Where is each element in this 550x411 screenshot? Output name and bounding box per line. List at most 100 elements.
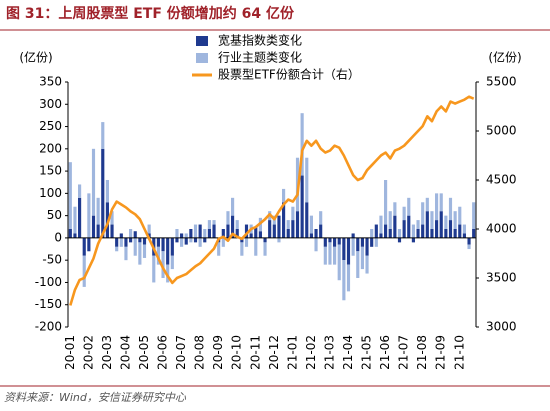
bar — [96, 224, 100, 238]
bar — [425, 211, 429, 238]
bar — [282, 202, 286, 238]
bar — [397, 229, 402, 238]
x-tick-label: 21-04 — [341, 335, 355, 370]
bar — [374, 224, 378, 238]
bar — [203, 237, 207, 243]
y-tick-label: -50 — [42, 253, 62, 267]
bar — [328, 237, 332, 243]
x-tick-label: 20-12 — [267, 335, 281, 370]
bar — [78, 184, 82, 198]
bar — [323, 246, 327, 265]
y-tick-label: -200 — [35, 320, 62, 334]
bar — [268, 220, 272, 238]
bar — [286, 220, 290, 229]
bar — [421, 224, 425, 238]
bar — [198, 237, 202, 247]
bar — [393, 202, 397, 216]
bar — [444, 215, 448, 229]
bar — [411, 224, 415, 238]
y2-tick-label: 3500 — [486, 271, 517, 285]
legend-swatch — [196, 36, 208, 46]
bar — [448, 197, 453, 221]
x-tick-label: 20-08 — [193, 335, 207, 370]
bar — [249, 233, 253, 238]
bar — [333, 237, 337, 247]
x-tick-label: 21-10 — [452, 335, 466, 370]
bar — [115, 237, 119, 247]
bar — [156, 237, 160, 247]
bar — [388, 211, 392, 229]
bar — [82, 237, 86, 256]
bar — [254, 226, 258, 238]
y-tick-label: 250 — [39, 119, 62, 133]
bar — [231, 215, 235, 238]
y2-tick-label: 5500 — [486, 75, 517, 89]
bar — [346, 237, 351, 265]
bar — [203, 229, 207, 238]
x-tick-label: 20-07 — [174, 335, 188, 370]
x-tick-label: 20-11 — [248, 335, 262, 370]
bar — [309, 215, 313, 234]
bar — [254, 237, 258, 256]
bar — [226, 224, 230, 238]
bar — [115, 246, 119, 252]
bar — [189, 237, 193, 243]
bar — [147, 233, 151, 238]
bar — [272, 224, 276, 238]
bar — [365, 255, 369, 274]
bar — [221, 229, 225, 238]
bar — [458, 206, 462, 225]
bar — [462, 224, 466, 234]
bar — [407, 215, 411, 238]
y2-tick-label: 4000 — [486, 222, 517, 236]
bar — [96, 197, 100, 225]
bar — [342, 237, 346, 261]
bar — [384, 224, 388, 238]
y-tick-label: 150 — [39, 164, 62, 178]
bar — [379, 215, 383, 234]
x-tick-label: 21-08 — [415, 335, 429, 370]
bar — [448, 220, 453, 238]
bar — [152, 255, 156, 283]
bar — [277, 215, 281, 238]
chart-title: 图 31：上周股票型 ETF 份额增加约 64 亿份 — [6, 5, 295, 22]
x-tick-label: 21-03 — [322, 335, 336, 370]
bar — [291, 206, 295, 221]
bar — [416, 229, 420, 238]
bar — [319, 224, 323, 238]
line — [69, 95, 475, 306]
y-tick-label: 0 — [54, 230, 62, 244]
bar — [87, 193, 91, 238]
bar — [309, 233, 313, 238]
bar — [119, 233, 123, 238]
bar — [314, 237, 318, 252]
bar — [346, 264, 351, 292]
bar — [129, 229, 133, 238]
legend-label: 宽基指数类变化 — [218, 33, 302, 48]
bar — [180, 237, 184, 247]
bar — [161, 237, 165, 252]
bar — [73, 233, 77, 238]
bar — [342, 260, 346, 301]
bar — [105, 180, 109, 203]
bar — [193, 224, 198, 238]
bar — [258, 231, 262, 238]
bar — [175, 237, 179, 243]
y2-axis-label: (亿份) — [488, 50, 521, 65]
x-tick-label: 20-03 — [100, 335, 114, 370]
x-tick-label: 20-01 — [63, 335, 77, 370]
bar — [286, 229, 290, 238]
bar — [300, 113, 304, 176]
x-tick-label: 21-07 — [397, 335, 411, 370]
bar — [184, 237, 188, 245]
bar — [244, 237, 249, 247]
bar — [263, 237, 267, 243]
bar — [78, 197, 82, 238]
x-tick-label: 21-05 — [360, 335, 374, 370]
y-axis-label: (亿份) — [19, 50, 52, 65]
legend-label: 股票型ETF份额合计（右） — [218, 67, 360, 82]
y2-tick-label: 5000 — [486, 124, 517, 138]
y-tick-label: 50 — [47, 208, 62, 222]
bar — [244, 224, 249, 238]
bar — [407, 197, 411, 216]
